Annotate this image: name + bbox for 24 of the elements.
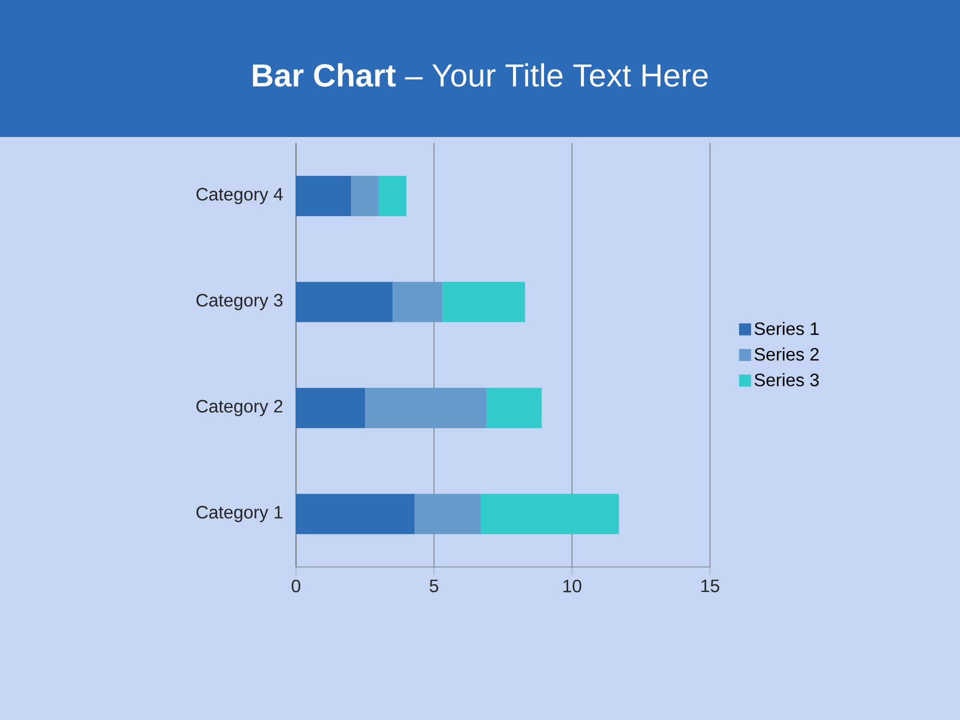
legend-label: Series 1 (754, 322, 819, 336)
bar (442, 282, 526, 322)
legend-label: Series 2 (754, 348, 819, 361)
chart-title: Bar Chart – Your Title Text Here (252, 63, 708, 87)
x-tick-label: 10 (563, 580, 582, 592)
bar (296, 388, 365, 428)
bar (378, 176, 406, 216)
bar (296, 176, 352, 216)
bar (351, 176, 379, 216)
legend-label: Series 3 (754, 373, 819, 386)
bar (414, 494, 481, 534)
y-tick-label: Category 2 (196, 400, 282, 416)
bar (365, 388, 486, 428)
x-tick-label: 0 (292, 580, 300, 592)
bar (296, 282, 393, 322)
y-tick-label: Category 1 (196, 506, 282, 522)
bar (480, 494, 619, 534)
bar (486, 388, 542, 428)
y-tick-label: Category 3 (196, 294, 282, 310)
x-tick-label: 15 (701, 580, 720, 592)
x-tick-label: 5 (430, 580, 438, 592)
bar (392, 282, 442, 322)
bar (296, 494, 415, 534)
y-tick-label: Category 4 (196, 188, 283, 204)
